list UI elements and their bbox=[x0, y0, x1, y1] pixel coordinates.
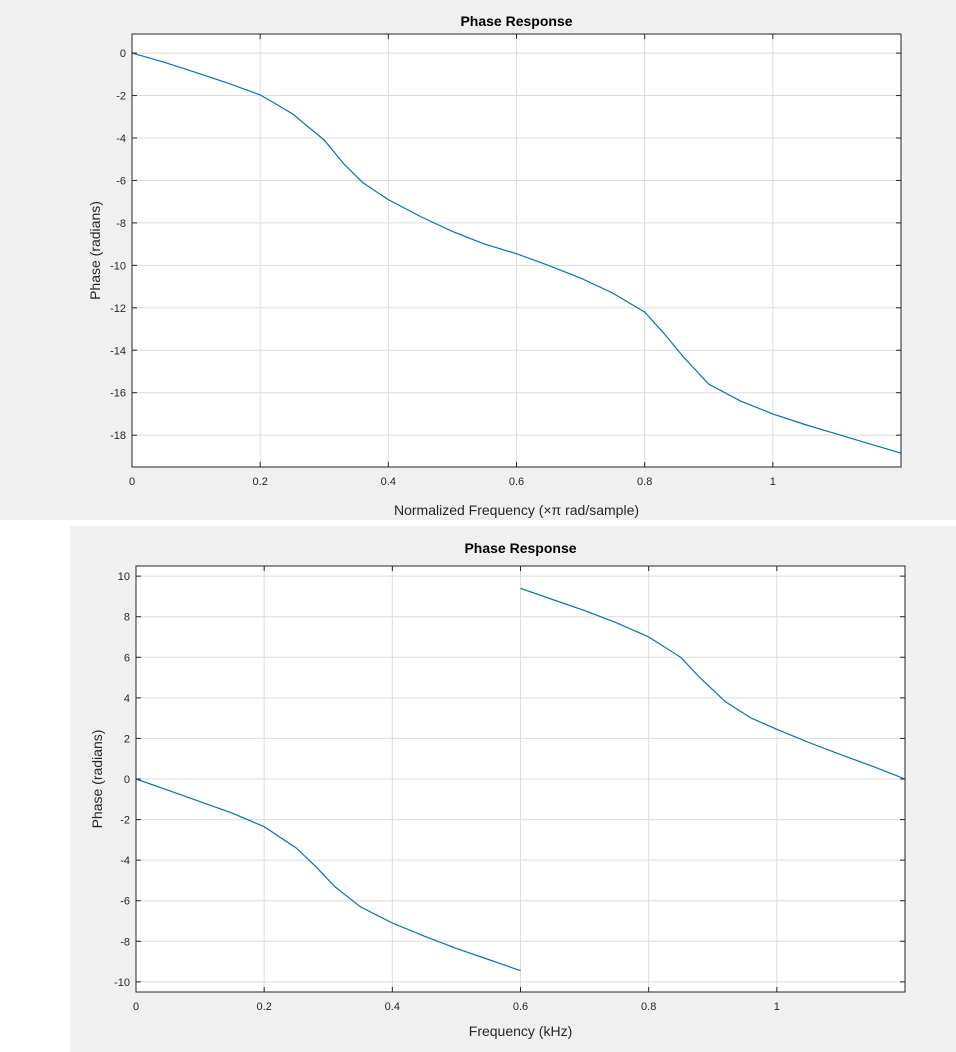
x-tick-label: 0.2 bbox=[253, 476, 268, 488]
phase-series-line bbox=[520, 587, 906, 780]
phase-response-chart-khz: 0 0.2 0.4 0.6 0.8 1 10 8 6 4 2 0 -2 -4 -6 -8 -10 Phase Re… bbox=[89, 540, 906, 1039]
y-tick-label: 4 bbox=[124, 693, 130, 705]
phase-series-line bbox=[135, 778, 521, 972]
chart-title: Phase Response bbox=[460, 13, 572, 29]
y-tick-label: -4 bbox=[116, 133, 126, 145]
x-tick-label: 0.6 bbox=[509, 476, 524, 488]
y-tick-label: -8 bbox=[116, 218, 126, 230]
chart-title: Phase Response bbox=[464, 540, 576, 556]
y-tick-label: -10 bbox=[110, 260, 126, 272]
x-tick-label: 0.8 bbox=[637, 476, 652, 488]
y-tick-label: -6 bbox=[116, 175, 126, 187]
phase-series-line bbox=[516, 253, 902, 454]
y-tick-label: -12 bbox=[110, 303, 126, 315]
x-tick-label: 0.6 bbox=[513, 1001, 528, 1013]
y-tick-label: 10 bbox=[118, 571, 130, 583]
figure-panel-top: 0 0.2 0.4 0.6 0.8 1 0 -2 -4 -6 -8 -10 -12 -14 -16 -18 Ph… bbox=[0, 0, 956, 520]
x-tick-label: 0.2 bbox=[257, 1001, 272, 1013]
y-tick-label: 6 bbox=[124, 652, 130, 664]
x-tick-label: 0 bbox=[129, 476, 135, 488]
y-axis-label: Phase (radians) bbox=[89, 730, 105, 829]
x-tick-label: 1 bbox=[770, 476, 776, 488]
grid-lines bbox=[135, 566, 905, 992]
x-axis-label: Normalized Frequency (×π rad/sample) bbox=[394, 502, 639, 518]
figure-panel-bottom: 0 0.2 0.4 0.6 0.8 1 10 8 6 4 2 0 -2 -4 -6 -8 -10 Phase Re… bbox=[70, 526, 956, 1052]
y-axis-label: Phase (radians) bbox=[87, 201, 103, 300]
y-tick-label: -16 bbox=[110, 388, 126, 400]
phase-response-chart-normalized: 0 0.2 0.4 0.6 0.8 1 0 -2 -4 -6 -8 -10 -12 -14 -16 -18 Ph… bbox=[87, 13, 902, 518]
y-tick-label: -8 bbox=[120, 936, 130, 948]
y-tick-label: -2 bbox=[120, 815, 130, 827]
y-tick-label: 8 bbox=[124, 612, 130, 624]
x-tick-label: 0 bbox=[133, 1001, 139, 1013]
y-tick-label: 0 bbox=[120, 48, 126, 60]
y-tick-label: -2 bbox=[116, 91, 126, 103]
y-tick-label: 0 bbox=[124, 774, 130, 786]
x-tick-label: 0.4 bbox=[385, 1001, 400, 1013]
y-tick-label: 2 bbox=[124, 733, 130, 745]
y-tick-label: -18 bbox=[110, 430, 126, 442]
x-axis-label: Frequency (kHz) bbox=[469, 1023, 572, 1039]
x-tick-label: 1 bbox=[774, 1001, 780, 1013]
y-tick-label: -14 bbox=[110, 345, 126, 357]
x-tick-label: 0.8 bbox=[641, 1001, 656, 1013]
y-tick-label: -6 bbox=[120, 896, 130, 908]
y-tick-label: -10 bbox=[114, 977, 130, 989]
x-tick-label: 0.4 bbox=[381, 476, 396, 488]
y-tick-label: -4 bbox=[120, 855, 130, 867]
phase-series-line bbox=[131, 52, 517, 255]
